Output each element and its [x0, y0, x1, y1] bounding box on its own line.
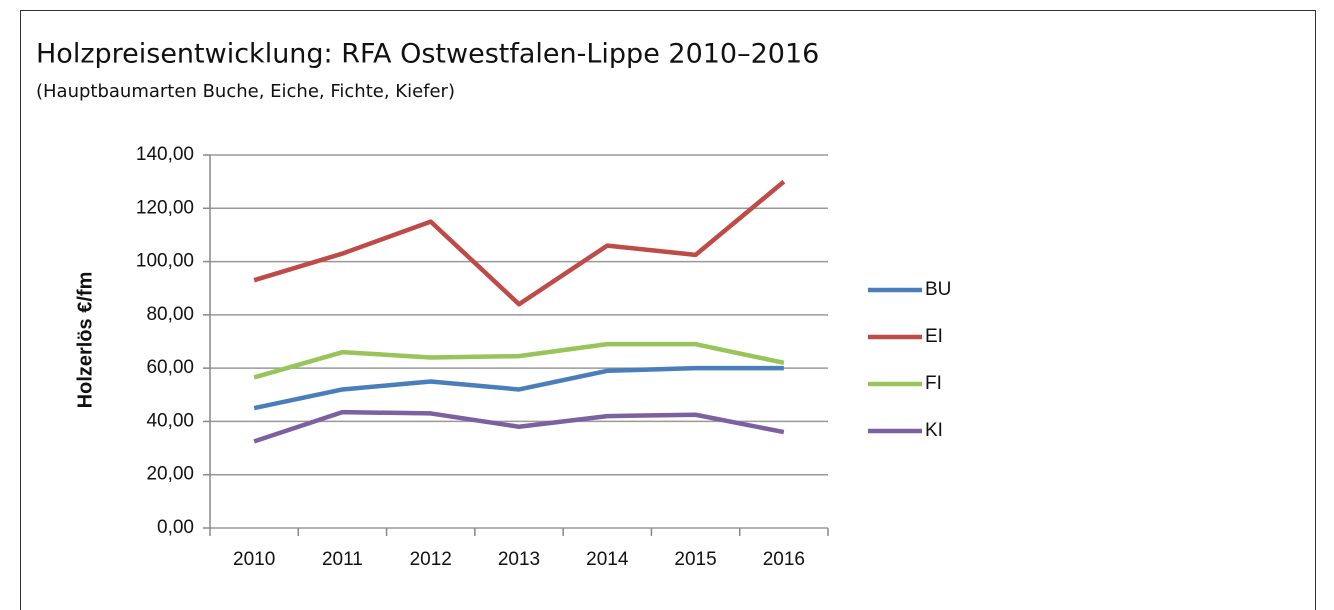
legend-label: EI	[925, 326, 943, 347]
x-tick-label: 2014	[586, 549, 629, 570]
y-tick-label: 40,00	[146, 410, 194, 431]
series-line	[253, 341, 785, 380]
legend-label: BU	[925, 279, 951, 300]
chart-title: Holzpreisentwicklung: RFA Ostwestfalen-L…	[36, 39, 819, 70]
series-line	[253, 179, 786, 307]
y-tick-label: 120,00	[136, 197, 194, 218]
y-tick-label: 60,00	[146, 357, 194, 378]
y-tick-label: 140,00	[136, 144, 194, 165]
chart-subtitle: (Hauptbaumarten Buche, Eiche, Fichte, Ki…	[36, 81, 455, 102]
legend-label: FI	[925, 373, 942, 394]
x-tick-label: 2016	[763, 549, 805, 570]
series-line	[253, 409, 785, 444]
legend-label: KI	[925, 420, 943, 441]
y-tick-label: 80,00	[146, 304, 194, 325]
series-line	[253, 365, 784, 411]
x-tick-label: 2011	[322, 549, 363, 570]
x-tick-label: 2015	[674, 549, 716, 570]
x-tick-label: 2013	[498, 549, 540, 570]
frame	[20, 10, 1316, 610]
y-axis-label: Holzerlös €/fm	[74, 272, 96, 409]
y-tick-label: 20,00	[146, 464, 194, 485]
x-tick-label: 2012	[410, 549, 452, 570]
x-tick-label: 2010	[233, 549, 275, 570]
y-tick-label: 100,00	[136, 251, 194, 272]
y-tick-label: 0,00	[157, 517, 194, 538]
